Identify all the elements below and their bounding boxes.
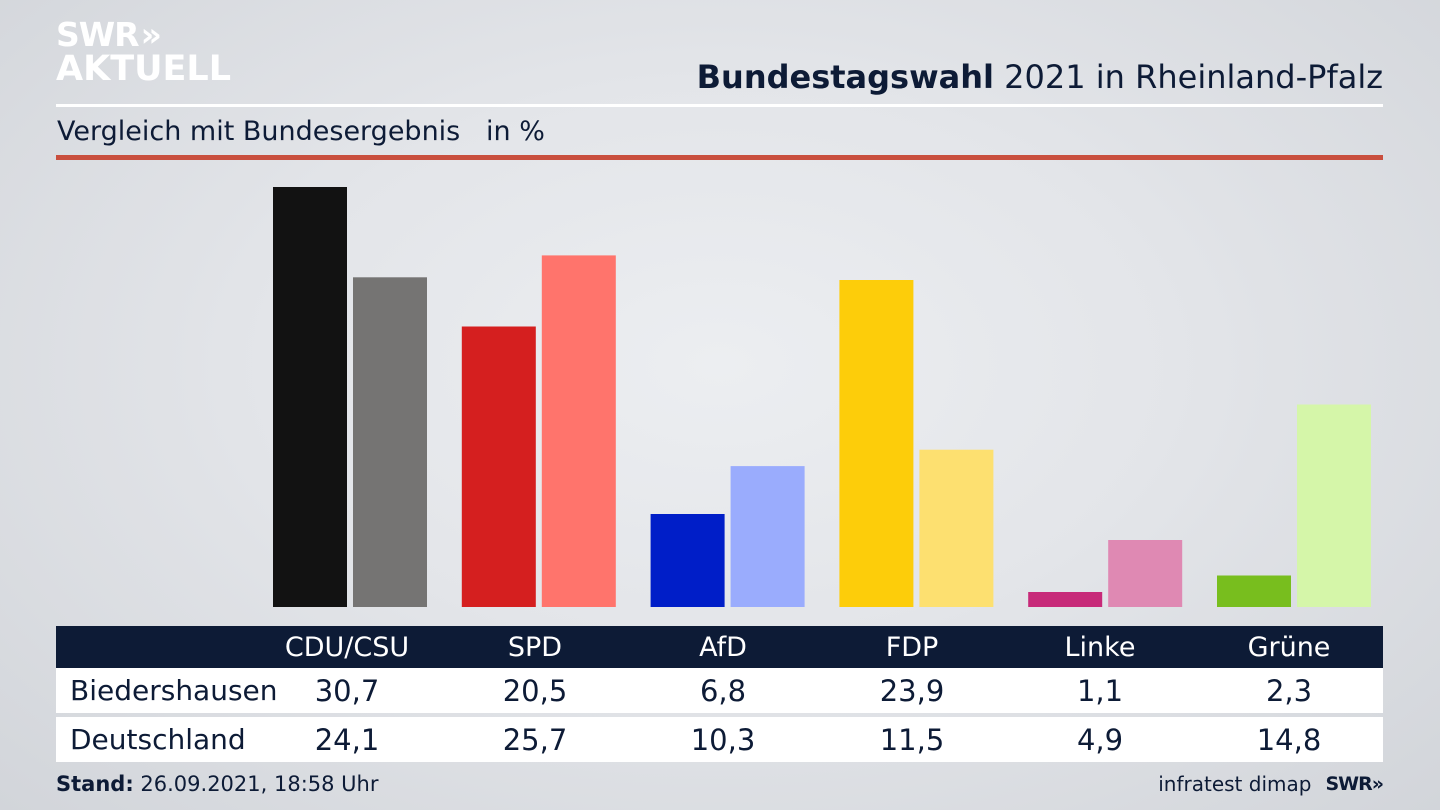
column-header: Grüne xyxy=(1247,631,1331,663)
bar-fdp-biedershausen xyxy=(839,280,914,607)
table-row: Biedershausen 30,7 20,5 6,8 23,9 1,1 2,3 xyxy=(56,668,1383,713)
bar-afd-deutschland xyxy=(730,466,805,607)
table-header: CDU/CSU SPD AfD FDP Linke Grüne xyxy=(56,626,1383,668)
bar-gr-ne-biedershausen xyxy=(1217,575,1291,607)
bar-afd-biedershausen xyxy=(650,514,725,607)
stand-label: Stand: xyxy=(56,772,134,796)
source-credit: infratest dimap SWR» xyxy=(1158,772,1384,796)
row-label: Deutschland xyxy=(70,723,246,756)
bar-cdu-csu-biedershausen xyxy=(273,187,347,607)
logo-aktuell-text: AKTUELL xyxy=(56,49,232,89)
logo-chevrons-icon: » xyxy=(140,15,163,54)
table-row: Deutschland 24,1 25,7 10,3 11,5 4,9 14,8 xyxy=(56,717,1383,762)
swr-aktuell-logo: SWR» AKTUELL xyxy=(56,15,232,89)
table-cell: 4,9 xyxy=(1076,722,1124,757)
column-header: SPD xyxy=(507,631,563,663)
title-bold: Bundestagswahl xyxy=(696,58,994,96)
table-cell: 11,5 xyxy=(879,722,945,757)
column-header: FDP xyxy=(885,631,939,663)
table-cell: 2,3 xyxy=(1265,673,1313,708)
bar-linke-deutschland xyxy=(1108,540,1183,607)
swr-chevrons-icon: » xyxy=(1371,773,1384,795)
table-cell: 30,7 xyxy=(314,673,380,708)
table-cell: 23,9 xyxy=(879,673,945,708)
title-divider xyxy=(56,104,1383,107)
logo-swr-text: SWR xyxy=(56,15,140,54)
table-cell: 14,8 xyxy=(1256,722,1322,757)
title-rest: 2021 in Rheinland-Pfalz xyxy=(994,58,1383,96)
subtitle-divider xyxy=(56,155,1383,160)
row-label: Biedershausen xyxy=(70,674,278,707)
swr-brand-logo: SWR» xyxy=(1325,773,1384,795)
source-text: infratest dimap xyxy=(1158,772,1312,796)
page-title: Bundestagswahl 2021 in Rheinland-Pfalz xyxy=(697,58,1383,96)
table-cell: 10,3 xyxy=(690,722,756,757)
table-cell: 1,1 xyxy=(1076,673,1124,708)
timestamp: Stand: 26.09.2021, 18:58 Uhr xyxy=(56,772,379,796)
table-cell: 24,1 xyxy=(314,722,380,757)
bar-spd-deutschland xyxy=(541,255,616,607)
results-table: CDU/CSU SPD AfD FDP Linke Grüne Biedershausen… xyxy=(56,626,1383,762)
column-header: Linke xyxy=(1064,631,1136,663)
bar-gr-ne-deutschland xyxy=(1297,404,1371,607)
bar-spd-biedershausen xyxy=(461,326,536,607)
table-cell: 20,5 xyxy=(502,673,568,708)
column-header: AfD xyxy=(699,631,747,663)
table-cell: 25,7 xyxy=(502,722,568,757)
bar-linke-biedershausen xyxy=(1028,592,1103,607)
column-header: CDU/CSU xyxy=(284,631,410,663)
table-cell: 6,8 xyxy=(699,673,747,708)
bar-cdu-csu-deutschland xyxy=(353,277,427,607)
stand-value: 26.09.2021, 18:58 Uhr xyxy=(133,772,379,796)
swr-brand-text: SWR xyxy=(1325,773,1372,795)
chart-subtitle: Vergleich mit Bundesergebnis in % xyxy=(57,116,545,147)
bar-fdp-deutschland xyxy=(919,449,994,607)
